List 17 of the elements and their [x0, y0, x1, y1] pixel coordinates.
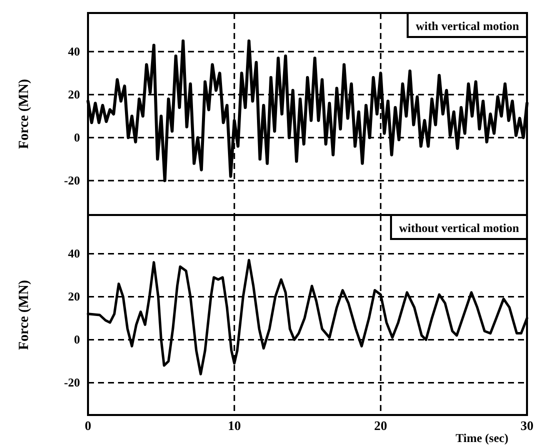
- y-tick-label: -20: [64, 173, 80, 188]
- y-axis-title: Force (MN): [17, 78, 32, 150]
- y-tick-label: 20: [68, 290, 80, 304]
- y-tick-label: 20: [68, 88, 80, 102]
- x-tick-label: 20: [374, 418, 388, 434]
- y-axis-title: Force (MN): [17, 280, 32, 350]
- x-tick-label: 0: [84, 418, 92, 434]
- y-tick-label: -20: [64, 376, 80, 390]
- x-axis-title: Time (sec): [456, 431, 508, 445]
- annotation: with vertical motion: [416, 19, 520, 33]
- annotation: without vertical motion: [399, 221, 520, 235]
- y-tick-label: 40: [68, 44, 80, 59]
- y-tick-label: 0: [74, 130, 80, 144]
- y-tick-label: 40: [68, 246, 80, 261]
- x-tick-label: 30: [520, 418, 534, 434]
- x-tick-label: 10: [228, 418, 241, 434]
- y-tick-label: 0: [74, 332, 80, 347]
